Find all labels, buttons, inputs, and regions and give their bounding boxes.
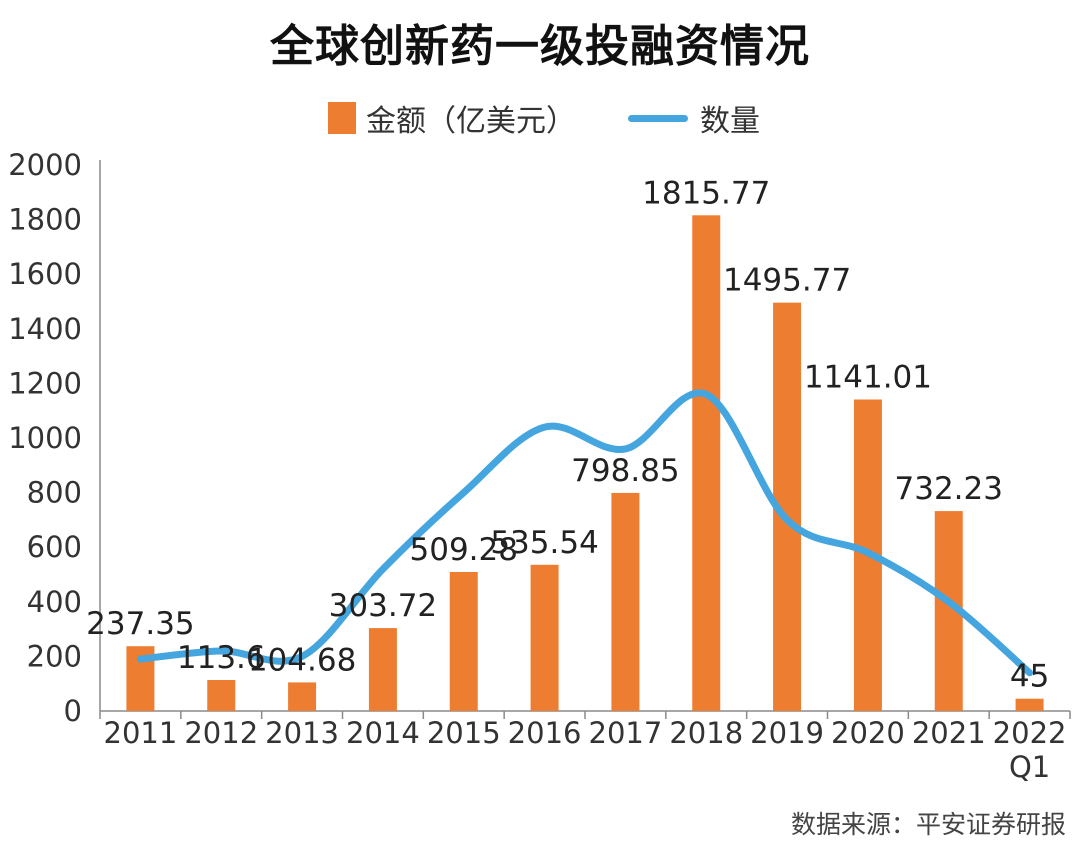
bar: [368, 628, 397, 711]
x-tick-label: 2019: [750, 716, 824, 750]
x-tick-label: 2022: [993, 716, 1067, 750]
y-tick-label: 200: [27, 639, 82, 673]
x-tick-label: 2016: [508, 716, 582, 750]
legend: 金额（亿美元） 数量: [0, 96, 1080, 140]
legend-item-amount: 金额（亿美元）: [328, 96, 576, 140]
bar: [692, 215, 721, 711]
bar-value-label: 1141.01: [804, 360, 932, 396]
bar-value-label: 104.68: [248, 642, 356, 678]
bar-value-label: 303.72: [329, 588, 437, 624]
y-tick-label: 400: [27, 585, 82, 619]
y-tick-label: 1800: [8, 203, 82, 237]
x-tick-label: 2020: [831, 716, 905, 750]
x-tick-label: 2011: [104, 716, 178, 750]
legend-swatch-bar: [328, 102, 356, 134]
bar-value-label: 1815.77: [642, 175, 770, 211]
x-tick-label: 2012: [184, 716, 258, 750]
x-tick-label: Q1: [1009, 750, 1050, 784]
y-tick-label: 0: [64, 694, 82, 728]
legend-label-amount: 金额（亿美元）: [366, 104, 576, 139]
bar-value-label: 113.6: [177, 640, 266, 676]
bar-value-label: 45: [1010, 659, 1049, 695]
source-note: 数据来源：平安证券研报: [790, 810, 1066, 839]
x-tick-label: 2015: [427, 716, 501, 750]
y-tick-label: 1200: [8, 366, 82, 400]
bar: [611, 492, 640, 711]
x-tick-label: 2017: [589, 716, 663, 750]
bar: [1015, 698, 1044, 711]
line-series-count: [136, 389, 1034, 677]
legend-label-count: 数量: [700, 104, 760, 139]
bar: [207, 679, 236, 711]
y-tick-label: 1600: [8, 257, 82, 291]
y-tick-label: 1000: [8, 421, 82, 455]
chart-title: 全球创新药一级投融资情况: [270, 21, 810, 72]
x-tick-label: 2018: [669, 716, 743, 750]
bar-value-label: 732.23: [895, 471, 1003, 507]
legend-item-count: 数量: [628, 96, 760, 140]
y-tick-label: 1400: [8, 312, 82, 346]
y-tick-label: 800: [27, 476, 82, 510]
bar: [530, 564, 559, 711]
x-tick-label: 2021: [912, 716, 986, 750]
bar: [449, 571, 478, 711]
legend-swatch-line: [628, 114, 688, 122]
bar: [288, 682, 317, 711]
bar-value-label: 1495.77: [723, 263, 851, 299]
y-tick-label: 600: [27, 530, 82, 564]
y-tick-label: 2000: [8, 148, 82, 182]
bar-value-label: 237.35: [86, 606, 194, 642]
bar-value-label: 798.85: [571, 453, 679, 489]
x-tick-label: 2013: [265, 716, 339, 750]
bar-value-label: 509.28: [410, 532, 518, 568]
x-tick-label: 2014: [346, 716, 420, 750]
bar-value-label: 535.54: [490, 525, 598, 561]
